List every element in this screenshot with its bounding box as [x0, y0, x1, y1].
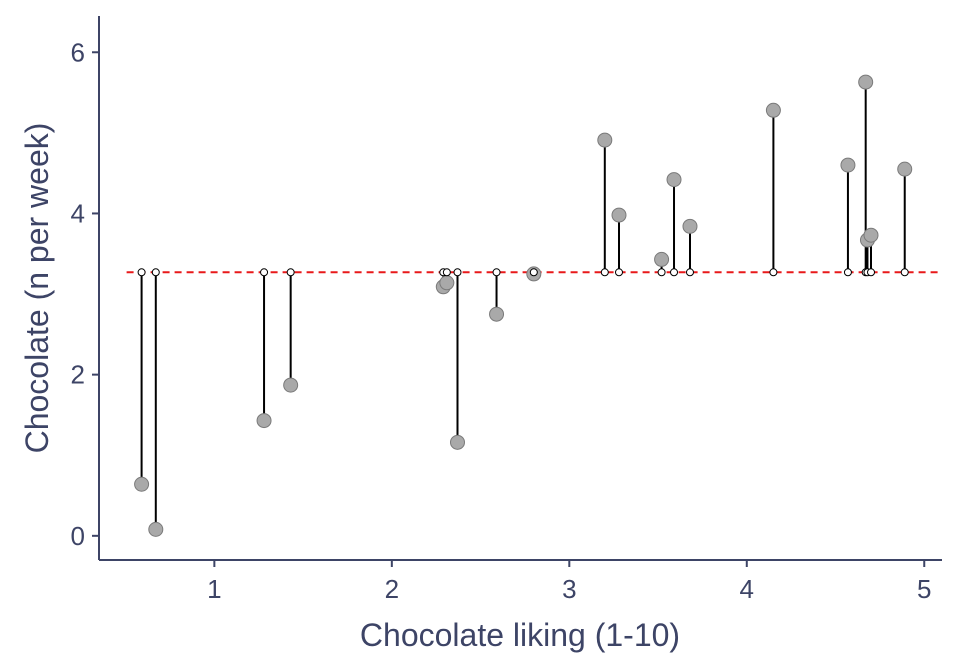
data-point	[765, 102, 781, 118]
data-point	[449, 434, 465, 450]
y-tick-label: 0	[71, 521, 85, 551]
data-point	[611, 207, 627, 223]
data-point	[256, 413, 272, 429]
mean-point	[600, 268, 609, 277]
x-tick-label: 5	[917, 574, 931, 604]
data-point	[863, 227, 879, 243]
y-tick-label: 4	[71, 198, 85, 228]
data-point	[134, 476, 150, 492]
data-point	[283, 377, 299, 393]
mean-point	[286, 268, 295, 277]
data-point	[597, 132, 613, 148]
data-point	[148, 521, 164, 537]
mean-point	[657, 268, 666, 277]
mean-point	[260, 268, 269, 277]
mean-point	[685, 268, 694, 277]
mean-point	[137, 268, 146, 277]
data-point	[666, 172, 682, 188]
mean-point	[900, 268, 909, 277]
y-tick-label: 2	[71, 360, 85, 390]
x-tick-label: 1	[207, 574, 221, 604]
mean-point	[492, 268, 501, 277]
y-axis-title: Chocolate (n per week)	[19, 123, 55, 454]
mean-point	[843, 268, 852, 277]
plot-area	[126, 74, 942, 537]
x-tick-label: 2	[385, 574, 399, 604]
x-axis-title: Chocolate liking (1-10)	[360, 617, 680, 653]
mean-point	[670, 268, 679, 277]
x-axis-ticks: 1 2 3 4 5	[207, 560, 931, 604]
data-point	[489, 306, 505, 322]
x-tick-label: 4	[740, 574, 754, 604]
mean-point	[529, 268, 538, 277]
mean-point	[453, 268, 462, 277]
y-axis-ticks: 0 2 4 6	[71, 37, 99, 551]
data-point	[654, 251, 670, 267]
mean-point	[151, 268, 160, 277]
data-point	[439, 275, 455, 291]
data-point	[840, 157, 856, 173]
mean-point	[614, 268, 623, 277]
mean-point	[769, 268, 778, 277]
mean-point	[867, 268, 876, 277]
x-tick-label: 3	[562, 574, 576, 604]
y-tick-label: 6	[71, 37, 85, 67]
data-point	[897, 161, 913, 177]
data-point	[858, 74, 874, 90]
mean-point	[442, 268, 451, 277]
data-point	[682, 218, 698, 234]
